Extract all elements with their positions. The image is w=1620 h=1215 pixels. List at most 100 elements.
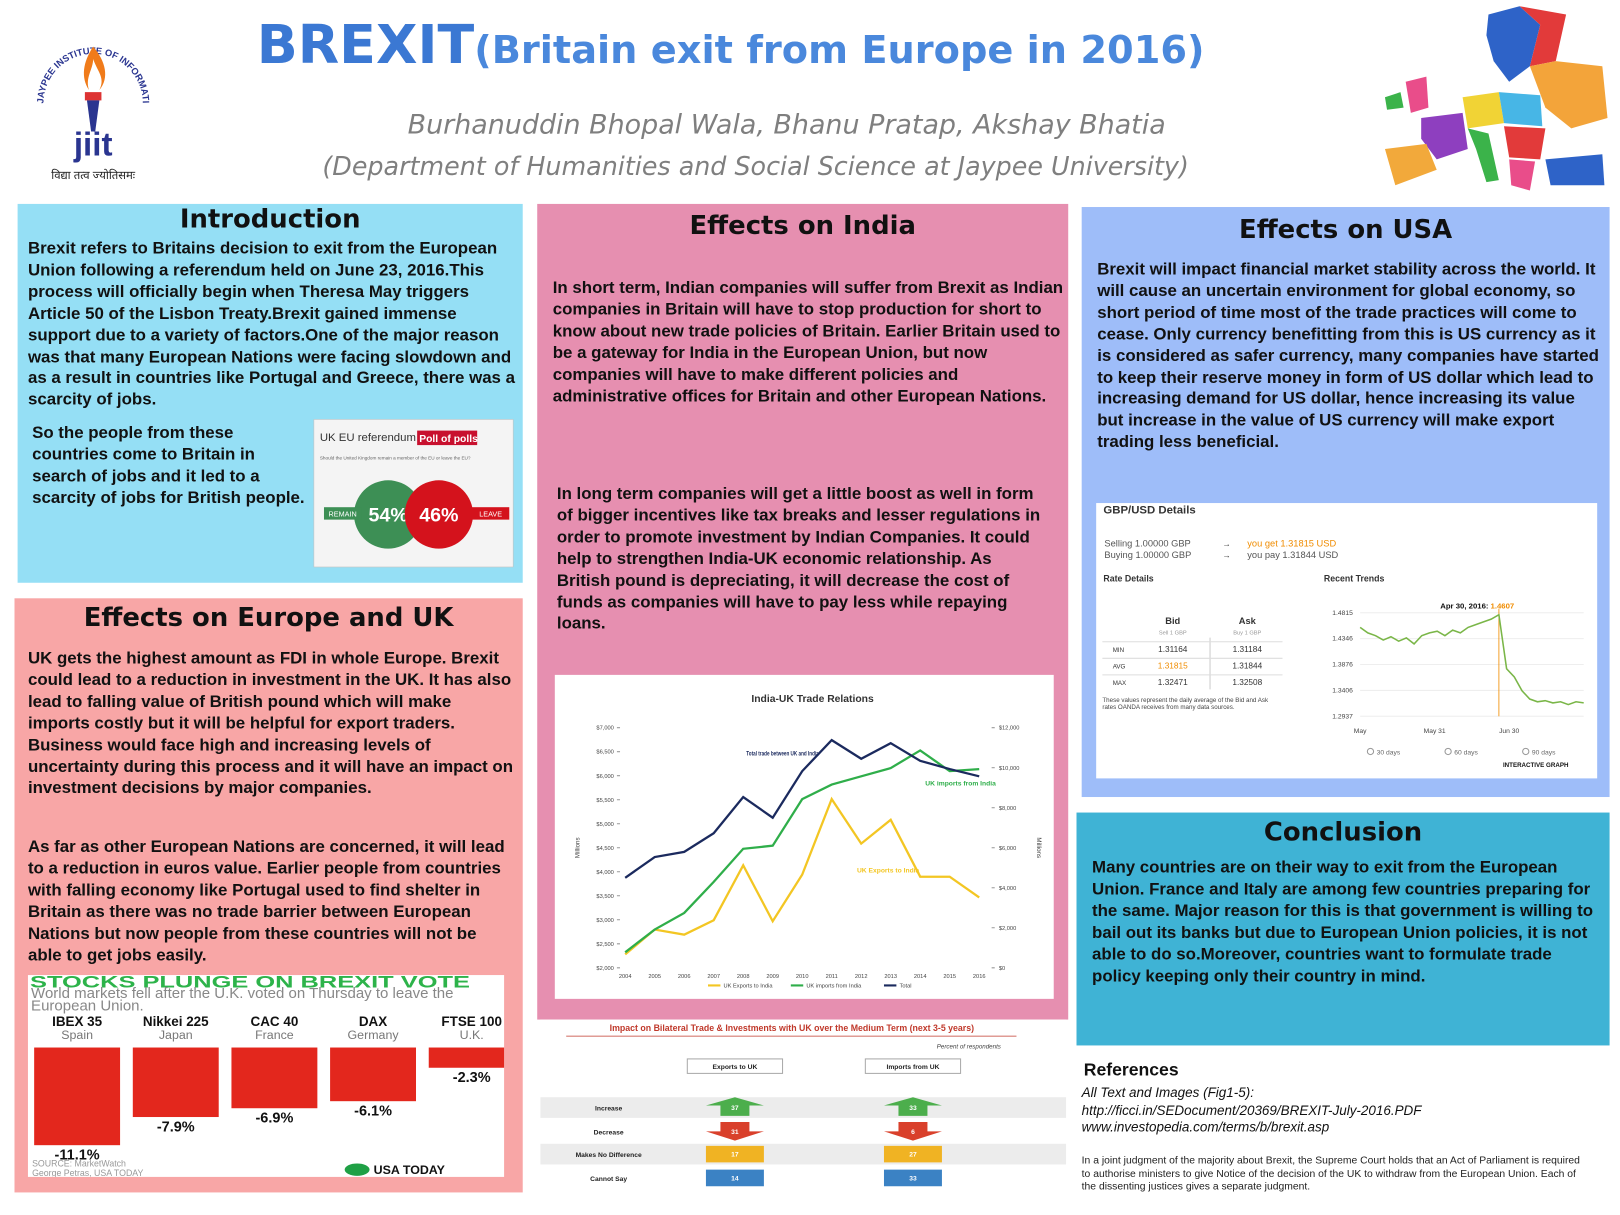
row-label: Increase — [595, 1106, 623, 1113]
references-list: All Text and Images (Fig1-5): http://fic… — [1082, 1085, 1422, 1136]
poll-circle — [404, 480, 474, 549]
y-tick-label: $4,000 — [596, 870, 613, 876]
y-tick-label: $7,000 — [596, 726, 613, 732]
x-tick-label: 2011 — [826, 974, 838, 980]
gbp-text: May — [1354, 728, 1367, 735]
poll-title: UK EU referendum — [320, 432, 416, 444]
x-tick-label: 2007 — [707, 974, 720, 980]
department: (Department of Humanities and Social Sci… — [322, 151, 1189, 182]
y-tick-label: $5,500 — [596, 798, 613, 804]
gbp-text: Apr 30, 2016: — [1440, 602, 1488, 611]
value-label: -6.1% — [354, 1104, 392, 1120]
gbp-text: 60 days — [1454, 750, 1478, 757]
gbp-text: 1.4346 — [1332, 636, 1353, 643]
heading: Effects on India — [689, 210, 916, 241]
conclusion-panel: Conclusion — [1076, 812, 1610, 1046]
map-region — [1509, 159, 1536, 191]
y2-tick-label: $8,000 — [999, 806, 1016, 812]
map-region — [1384, 143, 1437, 186]
response-value: 33 — [909, 1105, 917, 1112]
series-line — [624, 796, 980, 956]
stocks-title: STOCKS PLUNGE ON BREXIT VOTE — [30, 975, 470, 991]
poll-figure: UK EU referendum Poll of polls Should the … — [313, 419, 514, 568]
column-box — [686, 1058, 784, 1074]
value-label: -6.9% — [255, 1111, 293, 1127]
y2-tick-label: $10,000 — [999, 766, 1020, 772]
title-rest: (Britain exit from Europe in 2016) — [474, 27, 1205, 73]
y-tick-label: $3,000 — [596, 918, 613, 924]
response-shape — [883, 1122, 942, 1141]
bar — [330, 1047, 417, 1102]
y-tick-label: $5,000 — [596, 822, 613, 828]
references-note: In a joint judgment of the majority abou… — [1081, 1155, 1580, 1193]
gbp-text: 1.32471 — [1158, 678, 1188, 687]
country-label: Spain — [61, 1028, 93, 1042]
response-value: 14 — [731, 1176, 739, 1183]
column-label: Exports to UK — [713, 1064, 758, 1071]
y2-tick-label: $6,000 — [999, 846, 1016, 852]
title: BREXIT(Britain exit from Europe in 2016) — [257, 14, 1205, 76]
table-note: These values represent the daily average… — [1102, 697, 1269, 712]
heading: Effects on USA — [1239, 214, 1453, 245]
gbp-text: Rate Details — [1103, 574, 1153, 584]
torch-cup — [84, 92, 102, 101]
country-label: U.K. — [460, 1028, 484, 1042]
x-tick-label: 2004 — [619, 974, 632, 980]
poll-label-bg — [472, 507, 510, 520]
response-value: 27 — [909, 1152, 917, 1159]
gbp-text: 1.2937 — [1332, 713, 1353, 720]
paragraph: Brexit will impact financial market stab… — [1097, 259, 1599, 452]
annotation: Total trade between UK and India — [746, 751, 819, 758]
gbp-text: 1.31815 — [1158, 662, 1188, 671]
response-value: 31 — [731, 1129, 739, 1136]
column-label: Imports from UK — [886, 1064, 939, 1071]
authors: Burhanuddin Bhopal Wala, Bhanu Pratap, A… — [407, 109, 1166, 141]
index-label: FTSE 100 — [441, 1014, 502, 1029]
gbp-text: 1.4815 — [1332, 610, 1353, 617]
gbp-text: May 31 — [1424, 728, 1446, 735]
y2-tick-label: $12,000 — [999, 726, 1020, 732]
gbp-text: MIN — [1113, 647, 1124, 654]
poll-label: LEAVE — [479, 510, 502, 519]
trend-line — [1359, 613, 1584, 706]
bar — [132, 1047, 219, 1118]
gbp-text: MAX — [1113, 680, 1126, 687]
reference: www.investopedia.com/terms/b/brexit.asp — [1081, 1118, 1330, 1135]
x-tick-label: 2014 — [914, 974, 927, 980]
arrow: → — [1222, 551, 1230, 560]
stocks-chart: STOCKS PLUNGE ON BREXIT VOTE IBEX 35Spain… — [30, 975, 505, 1177]
country-label: Japan — [159, 1028, 193, 1042]
arrow: → — [1222, 540, 1230, 549]
response-shape — [883, 1169, 942, 1187]
map-region — [1519, 6, 1567, 67]
gbp-text: 1.31184 — [1233, 645, 1263, 654]
map-region — [1405, 76, 1429, 113]
y2-tick-label: $2,000 — [999, 926, 1016, 932]
gbp-text: 1.31164 — [1158, 645, 1188, 654]
gbp-text: 90 days — [1532, 750, 1556, 757]
europe-map — [1384, 6, 1608, 191]
gbp-text: you pay 1.31844 USD — [1247, 550, 1338, 560]
paragraph: UK gets the highest amount as FDI in who… — [27, 649, 514, 798]
x-tick-label: 2006 — [678, 974, 691, 980]
y-axis-label: Millions — [575, 837, 582, 858]
logo-short: jiit — [73, 126, 113, 163]
gbp-text: Ask — [1239, 616, 1257, 626]
bilateral-note: Percent of respondents — [937, 1044, 1001, 1051]
x-tick-label: 2016 — [973, 974, 986, 980]
map-region — [1486, 6, 1541, 82]
reference: All Text and Images (Fig1-5): — [1081, 1084, 1254, 1101]
response-shape — [883, 1145, 942, 1163]
gbp-text: 1.3876 — [1332, 662, 1353, 669]
index-label: CAC 40 — [251, 1014, 299, 1029]
country-label: France — [255, 1028, 294, 1042]
heading: Introduction — [179, 203, 361, 234]
chart-title: India-UK Trade Relations — [751, 694, 874, 705]
map-region — [1529, 61, 1608, 129]
row-stripe — [540, 1097, 1067, 1118]
x-tick-label: 2005 — [648, 974, 661, 980]
index-label: IBEX 35 — [52, 1014, 103, 1029]
poll-question: Should the United Kingdom remain a membe… — [320, 456, 471, 461]
index-label: Nikkei 225 — [143, 1014, 209, 1029]
